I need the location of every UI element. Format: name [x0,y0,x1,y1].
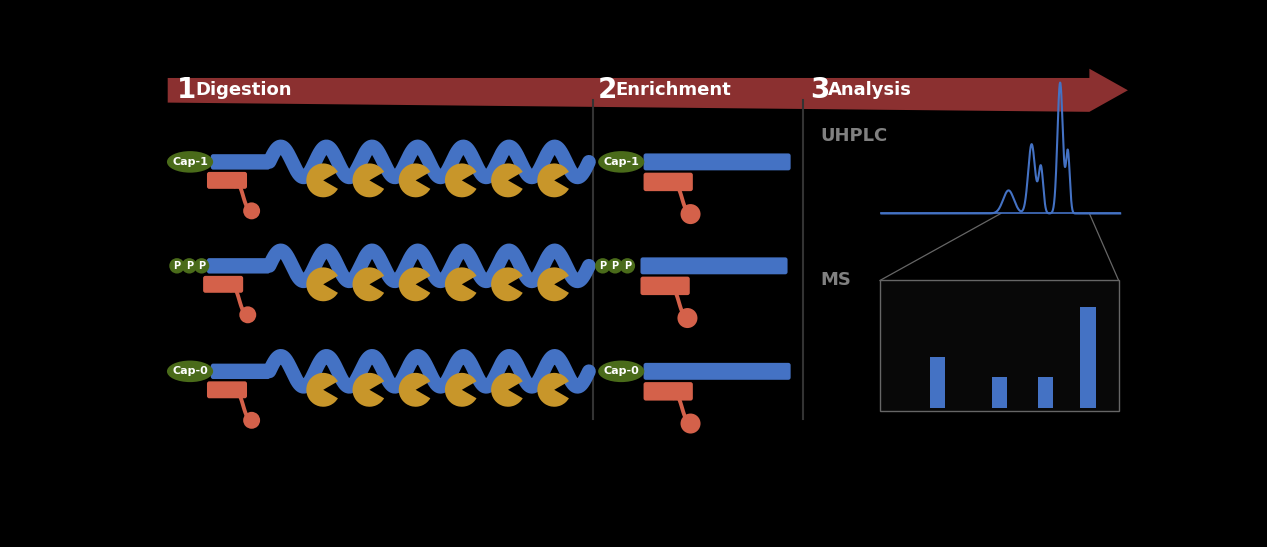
Text: 1: 1 [177,76,196,104]
FancyBboxPatch shape [644,153,791,170]
Ellipse shape [598,360,645,382]
Circle shape [678,308,697,328]
Text: P: P [623,261,631,271]
Circle shape [181,258,196,274]
Text: 2: 2 [598,76,617,104]
Wedge shape [399,267,431,301]
Wedge shape [352,373,384,407]
FancyBboxPatch shape [644,363,791,380]
Wedge shape [537,373,569,407]
Text: Cap-1: Cap-1 [603,157,639,167]
Text: Cap-1: Cap-1 [172,157,208,167]
Wedge shape [445,164,476,197]
FancyBboxPatch shape [203,276,243,293]
FancyBboxPatch shape [207,381,247,398]
Text: Analysis: Analysis [829,82,912,99]
FancyBboxPatch shape [644,382,693,400]
Wedge shape [307,164,338,197]
Text: Digestion: Digestion [195,82,291,99]
Circle shape [620,258,635,274]
Bar [1081,307,1096,408]
FancyBboxPatch shape [644,173,693,191]
FancyBboxPatch shape [207,172,247,189]
FancyBboxPatch shape [210,154,270,170]
Circle shape [595,258,611,274]
Circle shape [680,414,701,434]
FancyBboxPatch shape [210,364,270,379]
Bar [992,377,1007,408]
Text: P: P [186,261,193,271]
Text: UHPLC: UHPLC [820,127,887,146]
Text: P: P [198,261,205,271]
FancyBboxPatch shape [641,277,689,295]
Text: Cap-0: Cap-0 [603,366,639,376]
Wedge shape [492,267,523,301]
Circle shape [194,258,209,274]
Text: Enrichment: Enrichment [616,82,731,99]
Wedge shape [445,267,476,301]
Bar [881,281,1119,411]
Wedge shape [399,164,431,197]
Circle shape [243,412,260,429]
Ellipse shape [598,151,645,173]
Wedge shape [492,373,523,407]
Text: P: P [599,261,607,271]
Text: MS: MS [820,271,850,289]
Bar [930,358,945,408]
Circle shape [607,258,623,274]
Wedge shape [399,373,431,407]
Circle shape [680,204,701,224]
Wedge shape [445,373,476,407]
Wedge shape [537,267,569,301]
Ellipse shape [167,360,213,382]
Text: Cap-0: Cap-0 [172,366,208,376]
Wedge shape [492,164,523,197]
Circle shape [239,306,256,323]
Circle shape [243,202,260,219]
Wedge shape [352,267,384,301]
Text: P: P [612,261,618,271]
Ellipse shape [167,151,213,173]
FancyBboxPatch shape [207,258,270,274]
Bar [1038,377,1053,408]
FancyBboxPatch shape [641,258,788,274]
Wedge shape [537,164,569,197]
Polygon shape [167,69,1128,112]
Text: P: P [174,261,180,271]
Circle shape [170,258,185,274]
Wedge shape [352,164,384,197]
Text: 3: 3 [811,76,830,104]
Wedge shape [307,267,338,301]
Wedge shape [307,373,338,407]
